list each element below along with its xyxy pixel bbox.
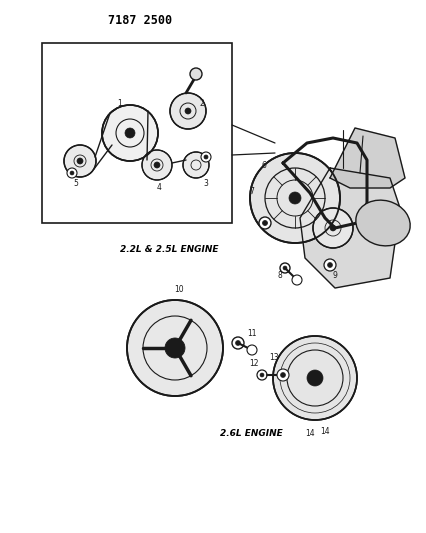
Circle shape [323, 259, 335, 271]
Circle shape [291, 275, 301, 285]
Circle shape [170, 93, 205, 129]
Text: 14: 14 [304, 429, 314, 438]
Text: 12: 12 [249, 359, 258, 367]
Text: 13: 13 [268, 352, 278, 361]
Circle shape [312, 208, 352, 248]
Text: 5: 5 [73, 179, 78, 188]
Circle shape [164, 338, 184, 358]
Circle shape [327, 262, 332, 268]
Text: 8: 8 [277, 271, 282, 279]
Text: 4: 4 [156, 182, 161, 191]
Circle shape [77, 158, 83, 164]
Bar [42, 43, 231, 223]
Circle shape [231, 337, 243, 349]
Polygon shape [299, 168, 399, 288]
Circle shape [142, 150, 172, 180]
Circle shape [246, 345, 256, 355]
Circle shape [154, 162, 160, 168]
Text: 7: 7 [249, 187, 254, 196]
Circle shape [272, 336, 356, 420]
Circle shape [279, 263, 289, 273]
Circle shape [127, 300, 222, 396]
Text: 2.6L ENGINE: 2.6L ENGINE [219, 429, 282, 438]
Circle shape [276, 369, 288, 381]
Circle shape [235, 341, 240, 345]
Circle shape [256, 370, 266, 380]
Circle shape [259, 373, 263, 377]
Circle shape [64, 145, 96, 177]
Circle shape [306, 370, 322, 386]
Text: 10: 10 [174, 286, 183, 295]
Text: 2.2L & 2.5L ENGINE: 2.2L & 2.5L ENGINE [120, 245, 218, 254]
Circle shape [204, 155, 207, 159]
Text: 2: 2 [199, 99, 204, 108]
Text: 1: 1 [117, 99, 122, 108]
Circle shape [262, 221, 267, 225]
Circle shape [184, 108, 190, 114]
Text: 3: 3 [203, 179, 208, 188]
Text: 7187 2500: 7187 2500 [108, 14, 172, 27]
Circle shape [282, 266, 286, 270]
Circle shape [249, 153, 339, 243]
Circle shape [70, 171, 74, 175]
Circle shape [125, 128, 135, 138]
Text: 14: 14 [320, 427, 329, 437]
Circle shape [183, 152, 208, 178]
Circle shape [288, 192, 300, 204]
Circle shape [190, 68, 201, 80]
Circle shape [67, 168, 77, 178]
Polygon shape [329, 128, 404, 188]
Circle shape [329, 225, 335, 231]
Text: 9: 9 [332, 271, 337, 279]
Circle shape [201, 152, 210, 162]
Circle shape [259, 217, 271, 229]
Text: 11: 11 [247, 328, 256, 337]
Text: 6: 6 [261, 160, 266, 169]
Circle shape [280, 373, 285, 377]
Ellipse shape [355, 200, 409, 246]
Circle shape [102, 105, 158, 161]
